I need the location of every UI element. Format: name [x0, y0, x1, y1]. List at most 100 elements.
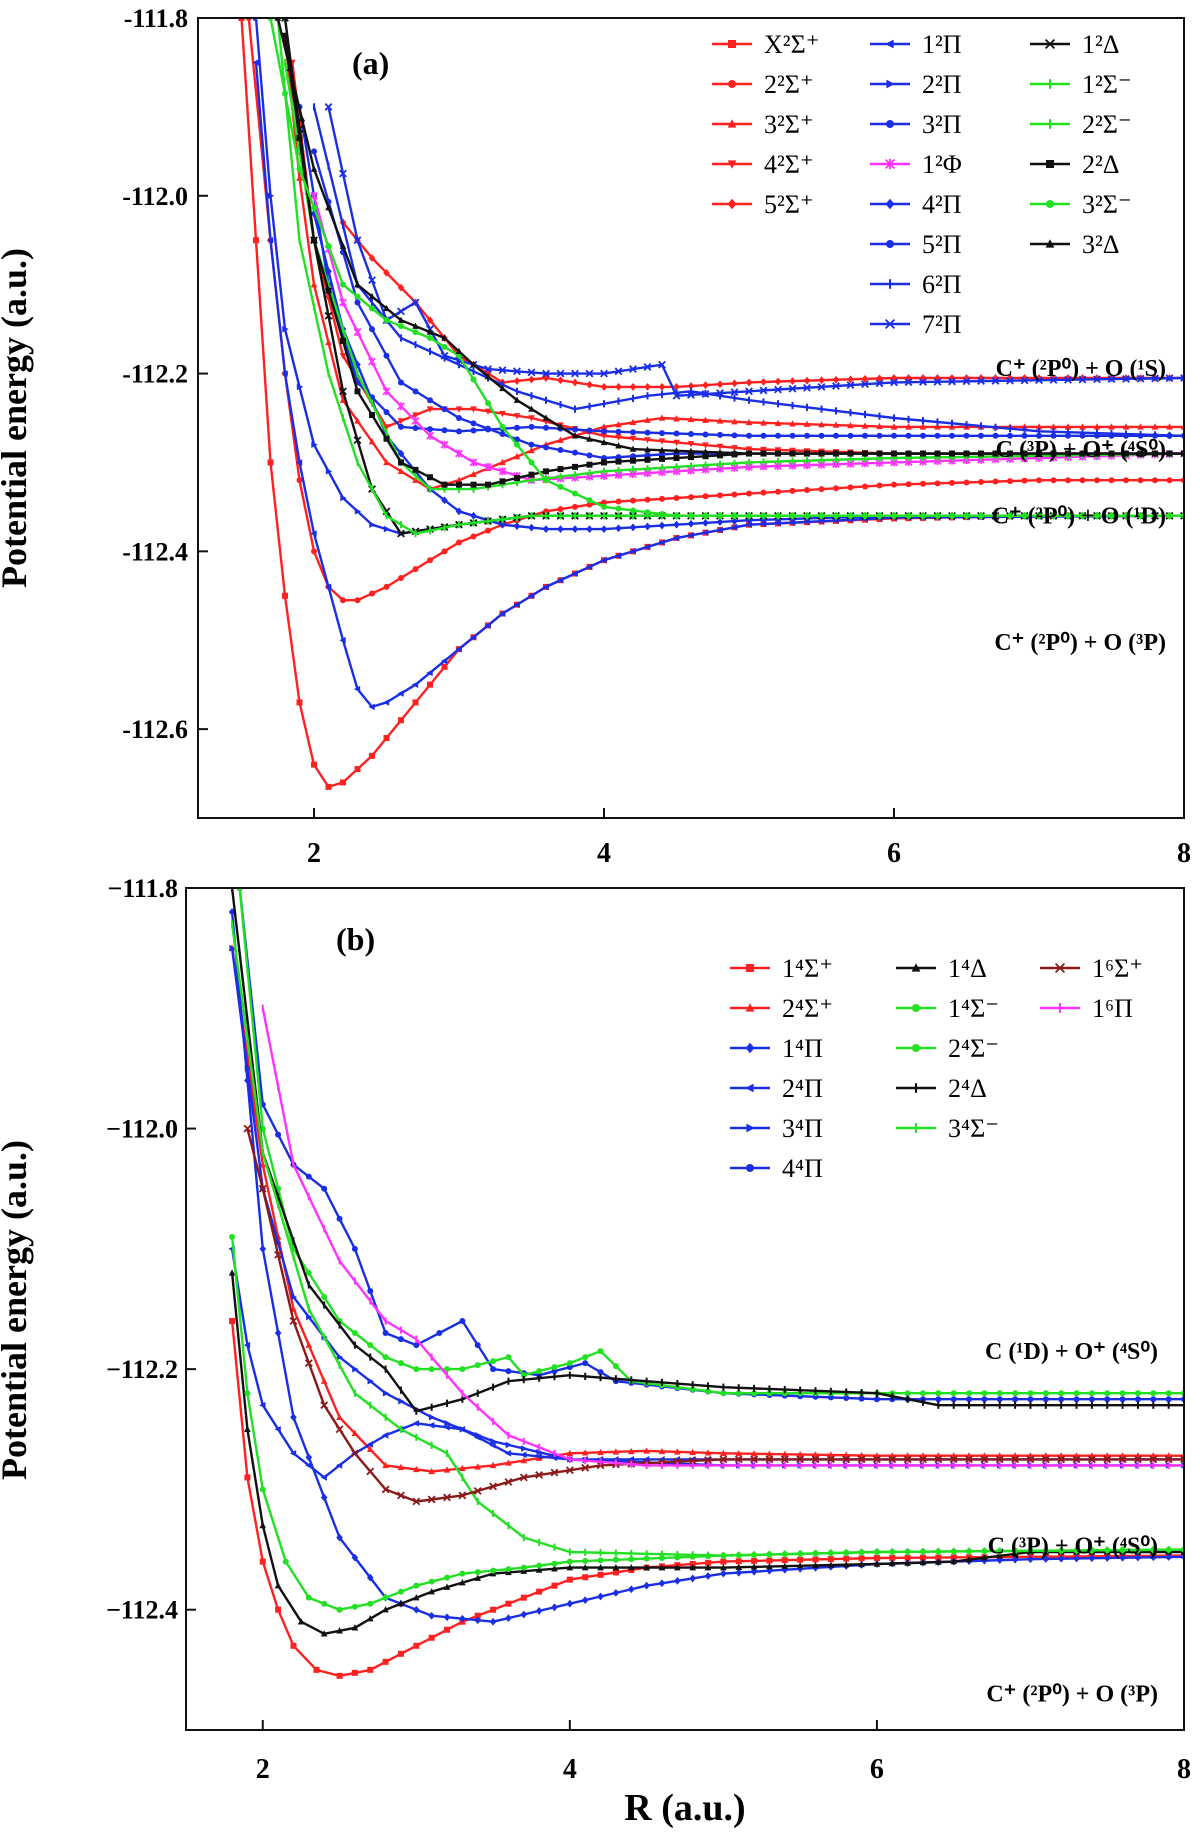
- panel-a-series-3-marker: [629, 435, 637, 443]
- panel-b-series-line-5: [238, 888, 1184, 1401]
- panel-a-series-4-marker: [615, 382, 622, 391]
- panel-b-series-2-marker: [1057, 1554, 1065, 1563]
- panel-b-y-tick-label: −112.4: [106, 1596, 178, 1625]
- panel-a-series-17-marker: [1021, 512, 1028, 519]
- legend-label: 2⁴Δ: [948, 1074, 987, 1103]
- panel-a-series-1-marker: [789, 487, 796, 494]
- panel-a-series-12-marker: [687, 390, 695, 399]
- panel-b-series-6-marker: [597, 1564, 604, 1571]
- panel-b-series-2-marker: [274, 1329, 282, 1337]
- panel-b-series-0-marker: [536, 1588, 543, 1595]
- panel-b-series-4-marker: [505, 1441, 513, 1449]
- panel-a-asymptote-labels: C⁺ (²P⁰) + O (¹S) C (³P) + O⁺ (⁴S⁰) C⁺ (²P…: [992, 356, 1166, 656]
- panel-a-series-7-marker: [644, 429, 651, 436]
- panel-a-series: [238, 18, 1184, 790]
- panel-b-series-0-marker: [720, 1558, 727, 1565]
- legend-label: 1²Π: [922, 30, 962, 59]
- panel-a-series-4-marker: [397, 283, 405, 292]
- panel-b-series-8-marker: [751, 1390, 758, 1397]
- panel-b-series-11-marker: [565, 1466, 574, 1475]
- panel-a-series-1-marker: [398, 575, 404, 581]
- panel-b-series-8-marker: [766, 1390, 773, 1397]
- panel-b-series-7-marker: [520, 1564, 527, 1571]
- panel-a-series-16-marker: [688, 454, 694, 461]
- panel-a-series-17-marker: [630, 507, 636, 514]
- legend-label: 2²Π: [922, 70, 962, 99]
- panel-b-series-3-marker: [305, 1462, 312, 1469]
- panel-a-series-17-marker: [644, 509, 651, 516]
- panel-a-series-18-marker: [542, 414, 550, 421]
- panel-a-series-18-marker: [731, 449, 738, 456]
- panel-b-series-11-marker: [504, 1477, 513, 1486]
- legend-swatch-marker: [1054, 962, 1066, 974]
- legend-entry: 1⁴Δ: [896, 954, 987, 983]
- panel-b-series-6-marker: [612, 1564, 620, 1571]
- panel-a-series-12-marker: [1064, 375, 1072, 384]
- panel-a-series-12-marker: [1035, 376, 1043, 385]
- legend-label: 1⁴Σ⁻: [948, 994, 999, 1023]
- panel-a-series-18-marker: [629, 445, 637, 452]
- panel-a-series-1-marker: [746, 490, 752, 497]
- panel-a-series-17-marker: [1050, 512, 1057, 519]
- panel-b-series-11-marker: [965, 1455, 973, 1464]
- panel-a-series-7-marker: [963, 432, 970, 439]
- panel-a-series-5-marker: [324, 583, 332, 591]
- panel-b-series-0-marker: [797, 1556, 804, 1563]
- legend-swatch-marker: [746, 1123, 755, 1133]
- panel-b-series-7: [229, 1233, 1184, 1613]
- panel-b-series-5-marker: [413, 1342, 420, 1349]
- panel-b-series-5-marker: [505, 1368, 512, 1375]
- panel-b-series-2-marker: [674, 1576, 681, 1585]
- panel-b-series-11-marker: [1134, 1455, 1142, 1464]
- panel-a-series-16-marker: [702, 453, 709, 460]
- panel-a-series-line-8: [312, 195, 1184, 482]
- panel-a-series-8-marker: [339, 298, 347, 307]
- panel-a-series-1-marker: [543, 508, 549, 515]
- panel-a-series-1-marker: [354, 597, 361, 604]
- panel-a-series-18-marker: [310, 165, 318, 172]
- panel-a-series-1: [245, 18, 1184, 604]
- legend-label: 1²Σ⁻: [1082, 70, 1132, 99]
- panel-a-series-18-marker: [644, 446, 651, 453]
- panel-b-series-11-marker: [704, 1456, 712, 1465]
- panel-b-series-11-marker: [1057, 1455, 1066, 1464]
- panel-a-series-1-marker: [615, 498, 622, 505]
- panel-b-series-5-marker: [1088, 1396, 1095, 1403]
- panel-a-series-10-marker: [441, 406, 448, 413]
- panel-a-series-5-marker: [455, 645, 462, 653]
- panel-a-series-9-marker: [644, 522, 651, 531]
- panel-b-series-2-marker: [597, 1592, 604, 1601]
- panel-a-series-18-marker: [687, 447, 695, 455]
- panel-a-series-2-marker: [1093, 423, 1101, 430]
- panel-b-series-7-marker: [551, 1560, 558, 1567]
- panel-a-series-18-marker: [354, 281, 361, 288]
- panel-b-series-11-marker: [243, 1124, 252, 1133]
- panel-b-series-4-marker: [521, 1445, 528, 1452]
- panel-a-series-16-marker: [601, 459, 607, 466]
- panel-a-y-tick-label: -111.8: [124, 4, 188, 33]
- panel-b-series-11-marker: [458, 1491, 467, 1500]
- panel-a-series-5-marker: [295, 459, 303, 466]
- panel-a-series-3-marker: [658, 438, 666, 445]
- panel-b-series-11-marker: [258, 1184, 267, 1193]
- panel-a-series-12-marker: [774, 385, 782, 394]
- panel-a-series-1-marker: [470, 533, 477, 540]
- legend-entry: 1²Σ⁻: [1030, 70, 1132, 99]
- panel-a-series-3-marker: [383, 424, 390, 431]
- panel-b-series-4-marker: [336, 1353, 344, 1361]
- panel-b-series-5: [236, 888, 1184, 1403]
- panel-a-series-18-marker: [441, 334, 448, 341]
- panel-a-series-17-marker: [949, 512, 955, 519]
- panel-a-series-2-marker: [528, 446, 535, 454]
- panel-b-series-11-marker: [1072, 1455, 1081, 1464]
- panel-b-series-4-marker: [306, 1313, 313, 1321]
- panel-a-series-17-marker: [746, 512, 752, 519]
- panel-a-series-12-marker: [1093, 375, 1101, 384]
- panel-a-series-8-marker: [382, 387, 391, 396]
- panel-a-y-tick-label: -112.2: [122, 360, 188, 389]
- panel-b-series-0-marker: [812, 1556, 819, 1563]
- panel-a-series-17-marker: [427, 335, 433, 341]
- panel-a-series-13-marker: [324, 311, 333, 320]
- legend-label: 4²Σ⁺: [764, 150, 814, 179]
- panel-a-series-12-marker: [832, 382, 840, 390]
